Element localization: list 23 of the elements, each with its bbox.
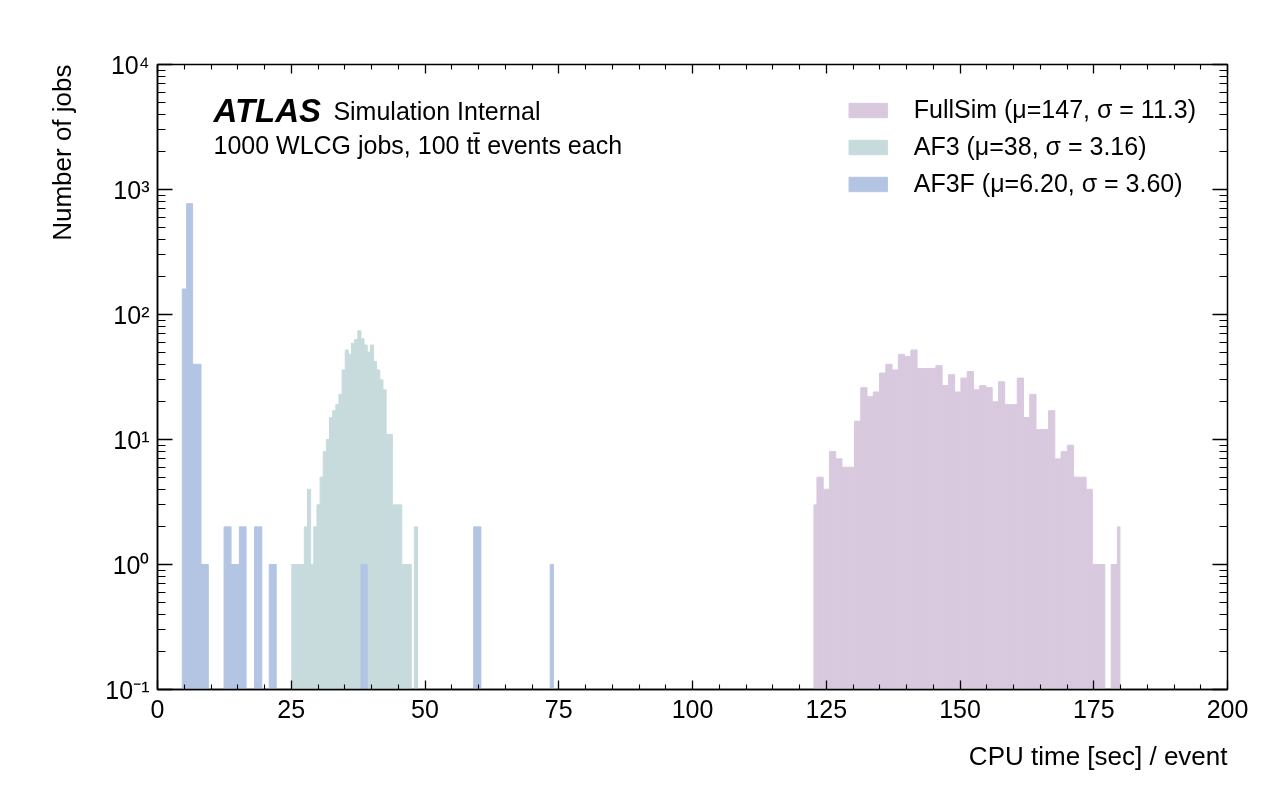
x-tick-label: 125 — [805, 694, 848, 723]
legend-label: AF3 (μ=38, σ = 3.16) — [913, 132, 1147, 161]
x-tick-label: 50 — [411, 694, 439, 723]
annotation: 1000 WLCG jobs, 100 tt̄ events each — [213, 130, 623, 159]
y-tick-label: 10² — [113, 300, 150, 329]
y-tick-label: 10¹ — [113, 425, 150, 454]
legend-label: FullSim (μ=147, σ = 11.3) — [913, 95, 1196, 124]
y-tick-label: 10⁴ — [110, 50, 150, 79]
x-tick-label: 200 — [1206, 694, 1249, 723]
y-tick-label: 10⁰ — [112, 550, 150, 579]
x-tick-label: 175 — [1072, 694, 1115, 723]
x-axis-title: CPU time [sec] / event — [968, 741, 1229, 771]
annotation: ATLAS — [212, 92, 322, 129]
x-tick-label: 75 — [544, 694, 573, 723]
y-tick-label: 10³ — [113, 175, 150, 204]
legend-label: AF3F (μ=6.20, σ = 3.60) — [913, 169, 1183, 198]
x-tick-label: 100 — [671, 694, 714, 723]
y-axis-title: Number of jobs — [46, 64, 77, 241]
x-tick-label: 150 — [939, 694, 981, 723]
annotation: Simulation Internal — [333, 96, 541, 125]
x-tick-label: 25 — [277, 694, 306, 723]
x-tick-label: 0 — [150, 694, 165, 723]
y-tick-label: 10⁻¹ — [105, 675, 150, 704]
